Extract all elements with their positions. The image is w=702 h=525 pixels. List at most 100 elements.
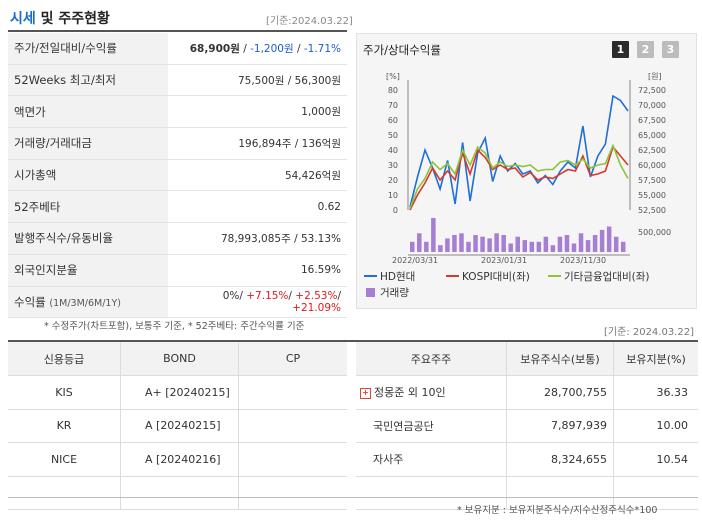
- left-unit-label: [%]: [386, 72, 400, 81]
- table-row: 시가총액 54,426억원: [8, 159, 347, 192]
- table-row: [8, 476, 347, 510]
- volume-bar: [438, 245, 443, 252]
- right-tick-label: 67,500: [638, 116, 666, 125]
- volume-bar: [543, 236, 549, 252]
- title-rest: 및 주주현황: [35, 11, 110, 27]
- divider: [8, 30, 347, 32]
- holders-note: * 보유지분 : 보유지분주식수/지수산정주식수*100: [457, 505, 658, 516]
- legend-volume-label: 거래량: [380, 287, 409, 299]
- x-tick-label: 2022/03/31: [392, 256, 438, 265]
- volume-bar: [410, 241, 415, 252]
- table-row: 외국인지분율 16.59%: [8, 254, 347, 287]
- table-row: NICE A [20240216]: [8, 442, 347, 477]
- holders-date: [기준: 2024.03.22]: [604, 327, 695, 338]
- row-label: 52Weeks 최고/최저: [8, 64, 168, 97]
- holder-name: + 정몽준 외 10인: [356, 375, 507, 410]
- volume-bar: [564, 235, 570, 252]
- right-tick-label: 72,500: [638, 86, 666, 95]
- volume-bar: [606, 226, 612, 252]
- returns-value: 0%/ +7.15%/ +2.53%/ +21.09%: [168, 286, 347, 319]
- table-row: 국민연금공단 7,897,939 10.00: [356, 409, 698, 443]
- table-row: 52주베타 0.62: [8, 190, 347, 224]
- table-row: KIS A+ [20240215]: [8, 375, 347, 410]
- divider: [8, 340, 698, 342]
- volume-bar: [522, 240, 528, 252]
- volume-bar: [417, 233, 422, 252]
- row-value: 54,426억원: [168, 159, 347, 192]
- right-tick-label: 55,000: [638, 191, 666, 200]
- left-tick-label: 60: [388, 116, 398, 125]
- volume-bar: [578, 233, 584, 252]
- volume-bar: [536, 241, 542, 252]
- row-value: 75,500원 / 56,300원: [168, 64, 347, 97]
- right-tick-label: 52,500: [638, 206, 666, 215]
- row-value: 1,000원: [168, 95, 347, 129]
- right-tick-label: 65,000: [638, 131, 666, 140]
- volume-bar: [445, 238, 450, 252]
- right-unit-label: [원]: [648, 72, 662, 81]
- left-tick-label: 40: [388, 146, 398, 155]
- row-value: 0.62: [168, 190, 347, 224]
- section-title: 시세 및 주주현황: [10, 8, 110, 28]
- volume-bar: [466, 241, 471, 252]
- price-info-table: 주가/전일대비/수익률 68,900원 / -1,200원 / -1.71% 5…: [8, 33, 347, 319]
- right-tick-label: 60,000: [638, 161, 666, 170]
- volume-bar: [452, 235, 457, 252]
- volume-bar: [592, 235, 598, 252]
- left-tick-label: 0: [393, 206, 398, 215]
- row-label: 수익률 (1M/3M/6M/1Y): [8, 286, 168, 319]
- right-tick-label: 70,000: [638, 101, 666, 110]
- volume-bar: [424, 241, 429, 252]
- table-row: [356, 476, 698, 510]
- volume-bar: [585, 240, 591, 252]
- title-accent: 시세: [10, 11, 36, 27]
- table-row: 거래량/거래대금 196,894주 / 136억원: [8, 127, 347, 160]
- series-line-1: [409, 94, 629, 208]
- legend-volume-swatch: [366, 288, 375, 297]
- x-tick-label: 2023/11/30: [560, 256, 606, 265]
- volume-bar: [508, 243, 513, 252]
- volume-bar: [494, 233, 499, 252]
- expand-icon[interactable]: +: [360, 387, 371, 399]
- row-label: 액면가: [8, 95, 168, 129]
- base-date: [기준:2024.03.22]: [266, 16, 353, 27]
- volume-bar: [557, 236, 563, 252]
- row-label: 시가총액: [8, 159, 168, 192]
- row-value: 196,894주 / 136억원: [168, 127, 347, 160]
- volume-bar: [473, 235, 478, 252]
- series-line-2: [409, 145, 629, 211]
- row-label: 52주베타: [8, 190, 168, 224]
- table-row: 액면가 1,000원: [8, 95, 347, 129]
- volume-bar: [613, 236, 619, 252]
- volume-bar: [529, 241, 535, 252]
- left-tick-label: 70: [388, 101, 398, 110]
- left-tick-label: 50: [388, 131, 398, 140]
- table-row: 주가/전일대비/수익률 68,900원 / -1,200원 / -1.71%: [8, 33, 347, 65]
- divider: [8, 497, 698, 498]
- row-value: 78,993,085주 / 53.13%: [168, 222, 347, 255]
- volume-bar: [515, 236, 520, 252]
- period-button-2[interactable]: 2: [637, 41, 654, 58]
- left-tick-label: 20: [388, 176, 398, 185]
- volume-bar: [459, 233, 464, 252]
- left-tick-label: 80: [388, 86, 398, 95]
- row-label: 외국인지분율: [8, 254, 168, 287]
- volume-bar: [487, 238, 492, 252]
- right-tick-label: 62,500: [638, 146, 666, 155]
- period-button-1[interactable]: 1: [612, 41, 629, 58]
- price-value: 68,900원 / -1,200원 / -1.71%: [168, 33, 347, 65]
- legend-kospi-label: KOSPI대비(좌): [462, 271, 530, 283]
- row-label: 주가/전일대비/수익률: [8, 33, 168, 65]
- volume-bar: [480, 236, 485, 252]
- row-label: 발행주식수/유동비율: [8, 222, 168, 255]
- volume-bar: [550, 245, 556, 252]
- x-tick-label: 2023/01/31: [481, 256, 527, 265]
- chart-title: 주가/상대수익률: [363, 43, 441, 57]
- table-row: KR A [20240215]: [8, 409, 347, 443]
- volume-bar: [431, 218, 436, 252]
- period-button-3[interactable]: 3: [662, 41, 679, 58]
- price-chart: [%] [원] 80 70 60 50 40 30 20 10 0 72,500 70,000 67,50…: [364, 72, 671, 299]
- chart-panel: [356, 33, 697, 309]
- info-note: * 수정주가(차트포함), 보통주 기준, * 52주베타: 주간수익률 기준: [44, 321, 305, 332]
- table-row: + 정몽준 외 10인 28,700,755 36.33: [356, 375, 698, 410]
